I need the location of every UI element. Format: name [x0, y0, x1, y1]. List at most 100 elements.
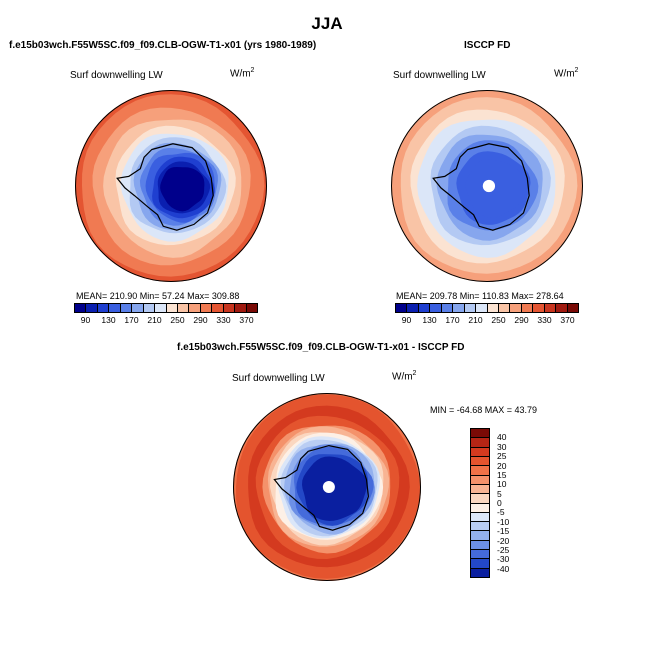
- colorbar-swatch: [155, 304, 167, 312]
- colorbar-tick-label: 370: [239, 315, 254, 325]
- colorbar-tick-label: -15: [497, 526, 510, 537]
- diff-colorbar: [470, 428, 490, 578]
- colorbar-tick-label: 40: [497, 432, 507, 443]
- colorbar-swatch: [471, 429, 489, 439]
- colorbar-swatch: [498, 304, 511, 312]
- colorbar-swatch: [200, 304, 213, 312]
- contour-band: [465, 159, 525, 218]
- colorbar-tick-label: 30: [497, 441, 507, 452]
- colorbar-swatch: [75, 304, 87, 312]
- colorbar-swatch: [143, 304, 156, 312]
- colorbar-tick-label: 15: [497, 469, 507, 480]
- colorbar-tick-label: 5: [497, 488, 502, 499]
- colorbar-swatch: [86, 304, 98, 312]
- colorbar-swatch: [471, 550, 489, 560]
- map-border: [233, 393, 421, 581]
- coastline: [273, 444, 370, 531]
- map-border: [391, 90, 583, 282]
- map-border: [75, 90, 267, 282]
- colorbar-tick-label: 130: [101, 315, 116, 325]
- colorbar-tick-label: 330: [537, 315, 552, 325]
- colorbar-swatch: [235, 304, 247, 312]
- colorbar-swatch: [556, 304, 568, 312]
- colorbar-swatch: [544, 304, 557, 312]
- colorbar-tick-label: 210: [468, 315, 483, 325]
- colorbar-swatch: [487, 304, 499, 312]
- colorbar-swatch: [521, 304, 534, 312]
- model-colorbar-ticks: 90 130 170 210 250 290 330 370: [74, 315, 258, 327]
- colorbar-swatch: [476, 304, 488, 312]
- model-stats: MEAN= 210.90 Min= 57.24 Max= 309.88: [76, 291, 240, 301]
- pole-missing-data-dot: [482, 179, 496, 193]
- colorbar-tick-label: 20: [497, 460, 507, 471]
- colorbar-swatch: [471, 559, 489, 569]
- model-case-title: f.e15b03wch.F55W5SC.f09_f09.CLB-OGW-T1-x…: [9, 40, 317, 51]
- colorbar-tick-label: -5: [497, 507, 505, 518]
- diff-stats: MIN = -64.68 MAX = 43.79: [430, 405, 538, 415]
- colorbar-tick-label: 250: [170, 315, 185, 325]
- colorbar-swatch: [471, 531, 489, 541]
- colorbar-swatch: [166, 304, 178, 312]
- colorbar-swatch: [471, 475, 489, 485]
- colorbar-swatch: [471, 438, 489, 448]
- colorbar-swatch: [246, 304, 257, 312]
- colorbar-swatch: [407, 304, 419, 312]
- colorbar-tick-label: -20: [497, 535, 510, 546]
- colorbar-swatch: [109, 304, 121, 312]
- colorbar-tick-label: -25: [497, 544, 510, 555]
- colorbar-tick-label: 25: [497, 451, 507, 462]
- pole-missing-data-dot: [322, 480, 335, 494]
- colorbar-tick-label: 290: [514, 315, 529, 325]
- colorbar-swatch: [471, 456, 489, 467]
- colorbar-swatch: [418, 304, 431, 312]
- colorbar-swatch: [97, 304, 110, 312]
- colorbar-swatch: [471, 447, 489, 457]
- colorbar-tick-label: 90: [401, 315, 412, 325]
- colorbar-tick-label: 170: [445, 315, 460, 325]
- colorbar-tick-label: -30: [497, 554, 510, 565]
- colorbar-swatch: [567, 304, 578, 312]
- colorbar-swatch: [533, 304, 545, 312]
- coastline: [116, 143, 214, 231]
- colorbar-swatch: [471, 466, 489, 476]
- colorbar-tick-label: -10: [497, 516, 510, 527]
- diff-case-title: f.e15b03wch.F55W5SC.f09_f09.CLB-OGW-T1-x…: [177, 342, 465, 353]
- diff-colorbar-ticks: 40 30 25 20 15 10 5 0 -5 -10 -15 -20 -25 -30 -40: [497, 428, 527, 578]
- colorbar-tick-label: 170: [124, 315, 139, 325]
- colorbar-tick-label: 250: [491, 315, 506, 325]
- obs-colorbar-ticks: 90 130 170 210 250 290 330 370: [395, 315, 579, 327]
- colorbar-tick-label: 370: [560, 315, 575, 325]
- colorbar-swatch: [189, 304, 201, 312]
- model-polar-map: [75, 90, 267, 282]
- colorbar-tick-label: 90: [80, 315, 91, 325]
- main-title: JJA: [311, 14, 343, 33]
- colorbar-tick-label: 330: [216, 315, 231, 325]
- obs-variable-label: Surf downwelling LW: [393, 70, 486, 81]
- colorbar-swatch: [471, 484, 489, 495]
- colorbar-swatch: [120, 304, 133, 312]
- obs-case-title: ISCCP FD: [464, 40, 511, 51]
- colorbar-swatch: [471, 540, 489, 551]
- colorbar-swatch: [396, 304, 408, 312]
- obs-stats: MEAN= 209.78 Min= 110.83 Max= 278.64: [396, 291, 564, 301]
- colorbar-swatch: [453, 304, 465, 312]
- colorbar-swatch: [471, 494, 489, 504]
- colorbar-swatch: [132, 304, 144, 312]
- colorbar-swatch: [510, 304, 522, 312]
- colorbar-swatch: [223, 304, 236, 312]
- model-colorbar: [74, 303, 258, 313]
- colorbar-swatch: [471, 512, 489, 523]
- colorbar-swatch: [177, 304, 190, 312]
- colorbar-tick-label: 0: [497, 498, 502, 508]
- obs-colorbar: [395, 303, 579, 313]
- obs-polar-map: [391, 90, 583, 282]
- colorbar-swatch: [464, 304, 477, 312]
- colorbar-swatch: [430, 304, 442, 312]
- contour-band: [160, 167, 205, 212]
- obs-units-label: W/m2: [554, 67, 579, 80]
- colorbar-swatch: [471, 503, 489, 513]
- colorbar-swatch: [471, 568, 489, 577]
- diff-polar-map: [233, 393, 421, 581]
- model-variable-label: Surf downwelling LW: [70, 70, 163, 81]
- colorbar-swatch: [471, 522, 489, 532]
